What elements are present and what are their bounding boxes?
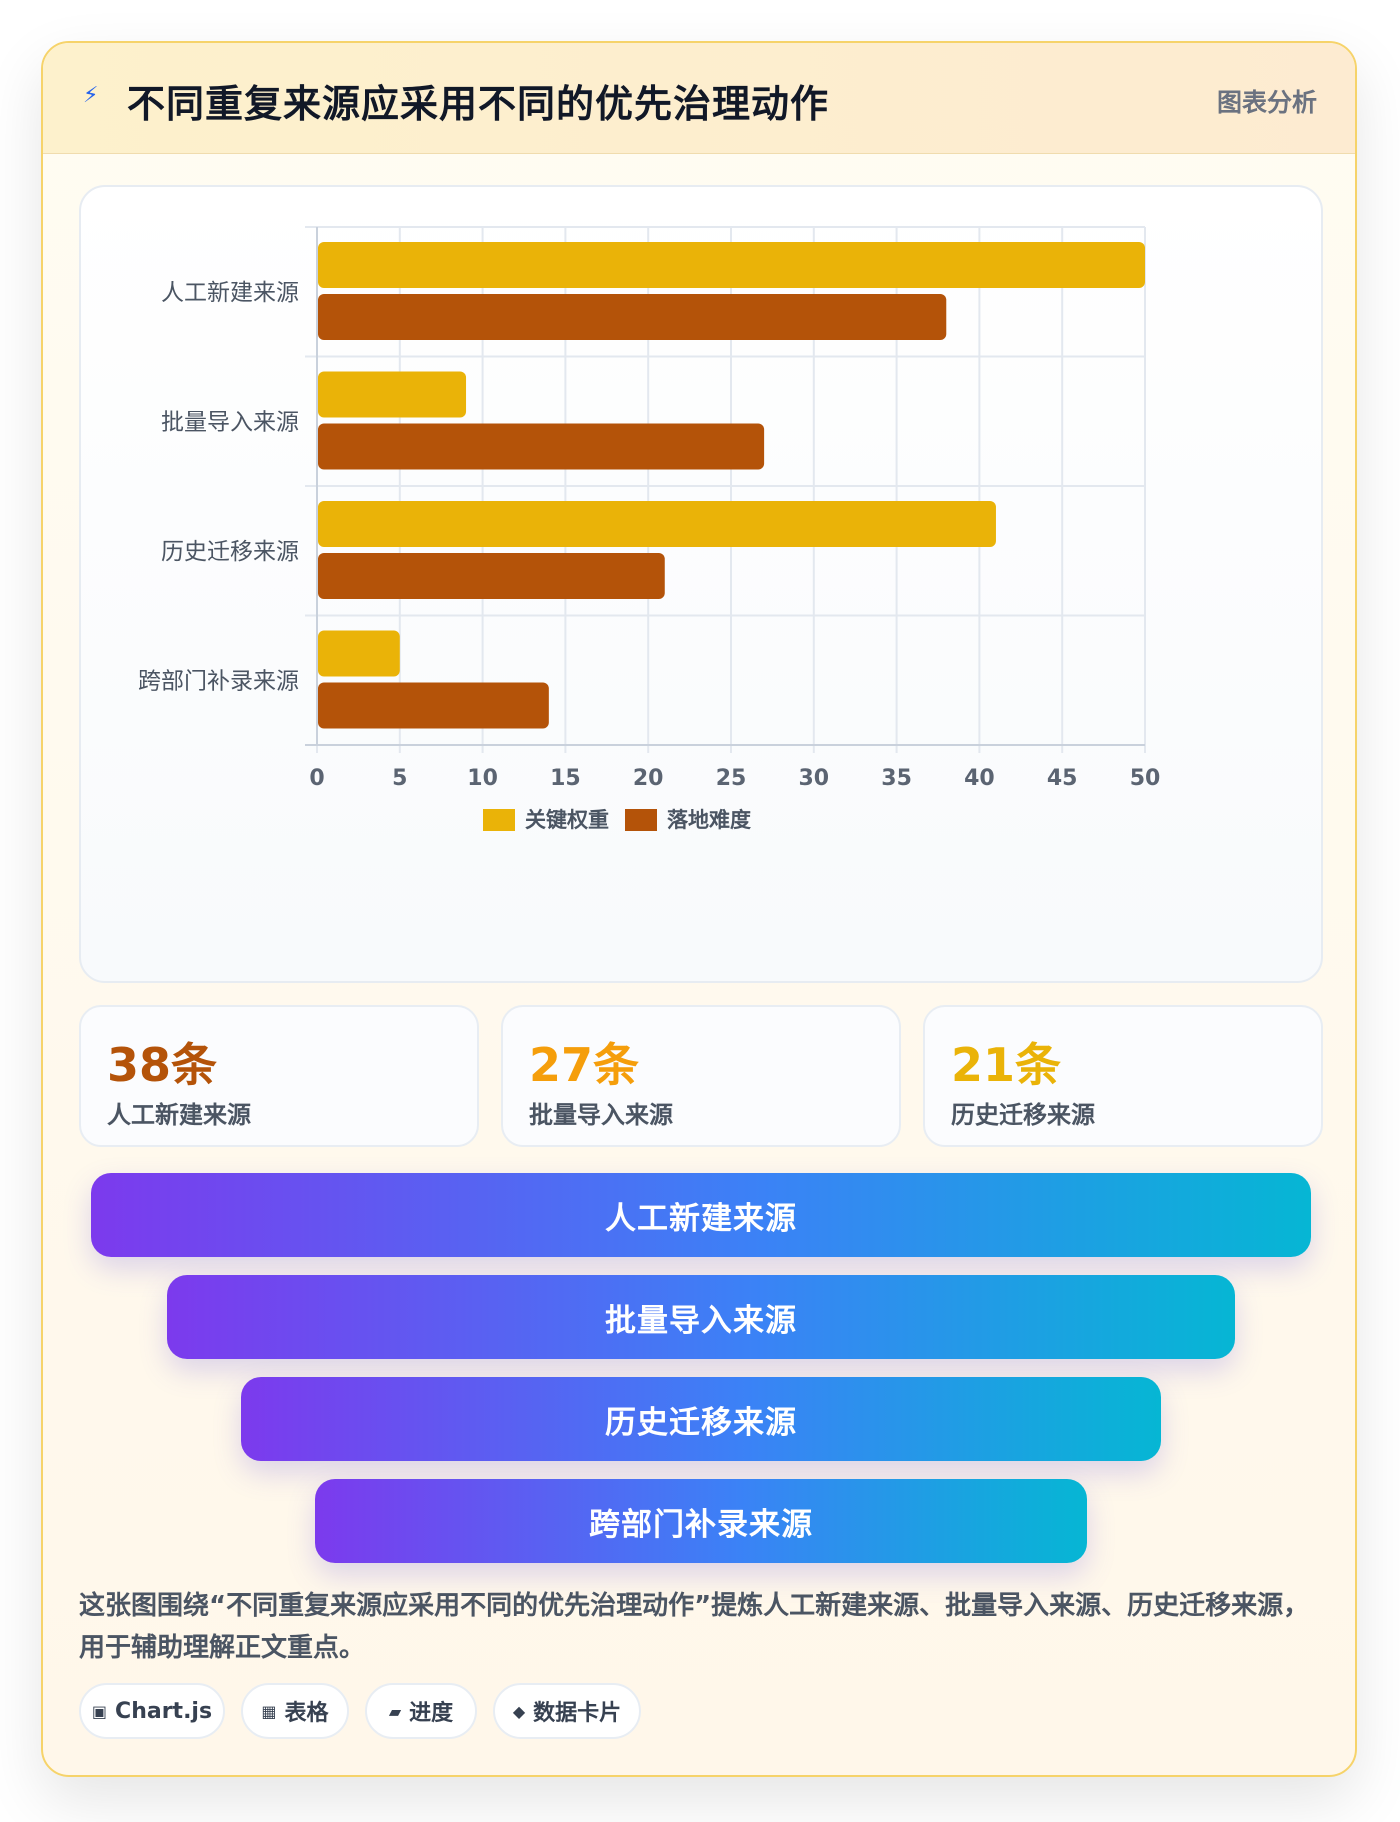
chip-label: 表格 bbox=[284, 1701, 329, 1726]
legend-swatch bbox=[625, 809, 657, 831]
x-tick-label: 15 bbox=[550, 766, 581, 791]
chip-table[interactable]: ▦ 表格 bbox=[241, 1683, 349, 1739]
chip-chartjs[interactable]: ▣ Chart.js bbox=[79, 1683, 225, 1739]
progress-icon: ▰ bbox=[388, 1701, 402, 1721]
card-tag: 图表分析 bbox=[1216, 88, 1317, 117]
bar bbox=[318, 242, 1145, 288]
chart-icon: ▣ bbox=[91, 1701, 108, 1721]
chip-label: 数据卡片 bbox=[533, 1701, 622, 1726]
legend-swatch bbox=[483, 809, 515, 831]
card-title: 不同重复来源应采用不同的优先治理动作 bbox=[127, 82, 830, 126]
y-category-label: 历史迁移来源 bbox=[161, 539, 299, 565]
stat-value: 21条 bbox=[951, 1038, 1062, 1092]
chip-data-card[interactable]: ◆ 数据卡片 bbox=[493, 1683, 641, 1739]
stat-label: 历史迁移来源 bbox=[951, 1101, 1095, 1129]
chip-label: Chart.js bbox=[115, 1698, 213, 1724]
chart-panel: 0 5 10 15 20 25 30 35 40 45 50 人工新建来源 批量导入来源 历史迁移来源跨部… bbox=[79, 185, 1323, 983]
chip-label: 进度 bbox=[409, 1701, 454, 1726]
bar bbox=[318, 630, 400, 677]
stat-cards: 38条 人工新建来源 27条 批量导入来源 21条 历史迁移来源 bbox=[79, 1005, 1323, 1147]
chart-card: ⚡ 不同重复来源应采用不同的优先治理动作 图表分析 0 5 10 15 20 25 30 35… bbox=[41, 41, 1357, 1777]
legend-label: 关键权重 bbox=[525, 808, 609, 832]
chart-description: 这张图围绕“不同重复来源应采用不同的优先治理动作”提炼人工新建来源、批量导入来源… bbox=[79, 1591, 1310, 1663]
chip-progress[interactable]: ▰ 进度 bbox=[365, 1683, 477, 1739]
stat-label: 人工新建来源 bbox=[107, 1101, 251, 1129]
bar-chart: 0 5 10 15 20 25 30 35 40 45 50 人工新建来源批量导入来源历史迁移来源跨部… bbox=[138, 226, 1161, 832]
y-category-label: 批量导入来源 bbox=[161, 409, 299, 435]
stat-label: 批量导入来源 bbox=[529, 1101, 673, 1129]
funnel-level: 批量导入来源 bbox=[167, 1275, 1235, 1359]
stat-card: 38条 人工新建来源 bbox=[79, 1005, 479, 1147]
data-card-icon: ◆ bbox=[512, 1701, 526, 1721]
stat-value: 38条 bbox=[107, 1038, 218, 1092]
x-tick-label: 35 bbox=[881, 766, 912, 791]
x-tick-label: 30 bbox=[798, 766, 829, 791]
bar bbox=[318, 371, 467, 418]
bar bbox=[318, 682, 549, 729]
x-tick-label: 10 bbox=[467, 766, 498, 791]
x-tick-label: 45 bbox=[1047, 766, 1078, 791]
bar bbox=[318, 294, 947, 340]
x-tick-label: 50 bbox=[1130, 766, 1161, 791]
bar bbox=[318, 501, 996, 547]
legend-label: 落地难度 bbox=[667, 808, 751, 832]
funnel-level: 跨部门补录来源 bbox=[315, 1479, 1087, 1563]
bolt-icon: ⚡ bbox=[83, 83, 99, 108]
x-tick-label: 5 bbox=[392, 766, 407, 791]
x-tick-label: 40 bbox=[964, 766, 995, 791]
funnel-level: 历史迁移来源 bbox=[241, 1377, 1161, 1461]
bar bbox=[318, 423, 765, 470]
bar bbox=[318, 553, 665, 599]
stat-card: 21条 历史迁移来源 bbox=[923, 1005, 1323, 1147]
funnel-level: 人工新建来源 bbox=[91, 1173, 1311, 1257]
y-category-label: 人工新建来源 bbox=[161, 280, 299, 306]
card-header: ⚡ 不同重复来源应采用不同的优先治理动作 图表分析 bbox=[43, 43, 1355, 154]
stat-value: 27条 bbox=[529, 1038, 640, 1092]
y-category-label: 跨部门补录来源 bbox=[138, 668, 299, 694]
table-icon: ▦ bbox=[261, 1701, 277, 1721]
x-tick-label: 0 bbox=[309, 766, 324, 791]
stat-card: 27条 批量导入来源 bbox=[501, 1005, 901, 1147]
x-tick-label: 20 bbox=[633, 766, 664, 791]
x-tick-label: 25 bbox=[716, 766, 747, 791]
